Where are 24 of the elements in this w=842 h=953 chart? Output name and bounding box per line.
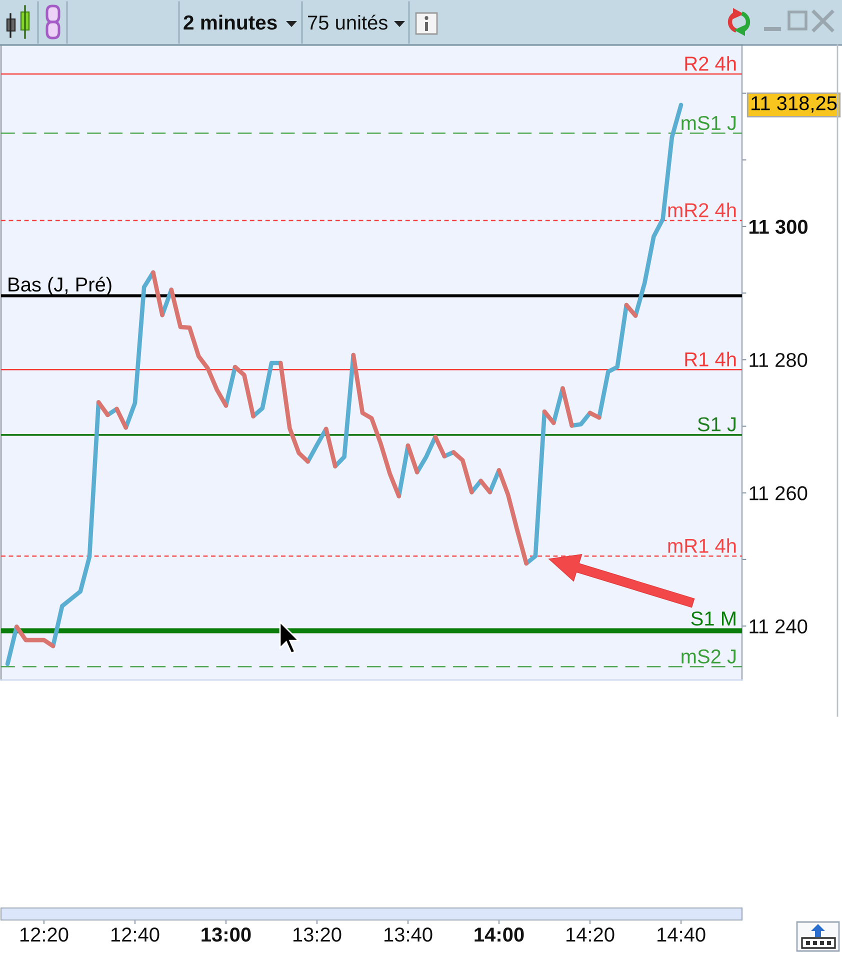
ref-line-label: S1 J <box>698 417 736 432</box>
x-tick-label: 14:40 <box>658 928 706 942</box>
ref-line-label: R1 4h <box>685 352 736 366</box>
y2-tick-label: 11 280 <box>750 352 808 368</box>
chart-subtitle: 75 unités <box>308 14 388 30</box>
y2-tick-label: 11 240 <box>750 619 808 634</box>
ref-line-label: S1 M <box>691 611 736 626</box>
x-tick-label: 12:20 <box>20 928 68 942</box>
x-tick-label: 13:20 <box>293 928 342 942</box>
ref-line-label: mR1 4h <box>668 538 736 553</box>
ref-line-label: mS2 J <box>682 649 736 664</box>
y2-tick-label: 11 300 <box>750 220 808 234</box>
ref-line-label: Bas (J, Pré) <box>8 276 112 296</box>
x-tick-label: 14:20 <box>566 928 614 942</box>
x-tick-label: 12:40 <box>111 928 160 942</box>
ref-line-label: R2 4h <box>685 56 736 71</box>
x-tick-label: 14:00 <box>474 928 524 942</box>
text: 11 318,25 <box>752 96 837 113</box>
y2-tick-label: 11 260 <box>750 486 808 500</box>
x-tick-label: 13:40 <box>384 928 432 942</box>
chart-title: 2 minutes <box>184 14 277 30</box>
x-tick-label: 13:00 <box>202 928 251 942</box>
ref-line-label: mS1 J <box>682 116 736 130</box>
ref-line-label: mR2 4h <box>668 202 736 218</box>
